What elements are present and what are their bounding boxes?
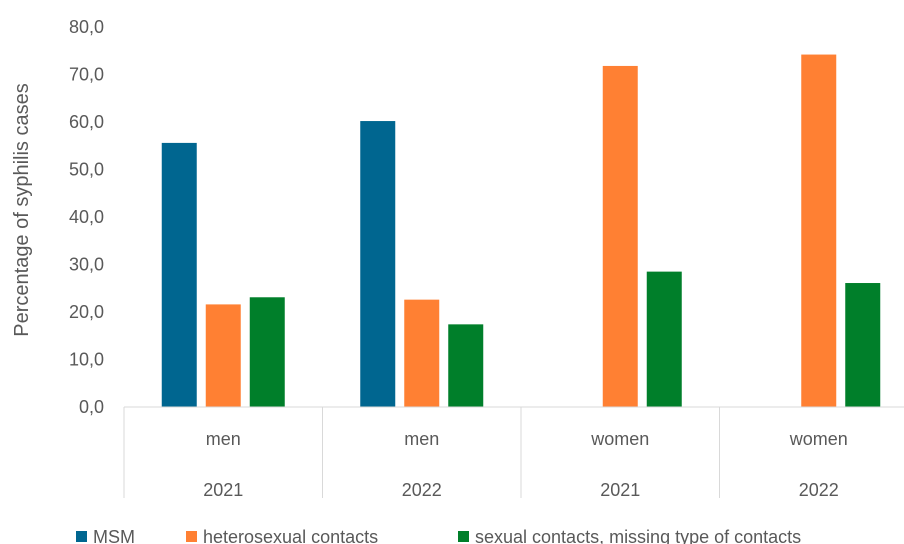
bar-heterosexual-contacts-men-2022 [404, 299, 440, 407]
y-tick-label: 10,0 [69, 350, 104, 370]
y-axis-ticks: 0,0 10,0 20,0 30,0 40,0 50,0 60,0 70,0 80,0 [69, 17, 104, 417]
bar-sexual-contacts-missing-type-of-contacts-women-2022 [845, 283, 881, 407]
y-tick-label: 70,0 [69, 65, 104, 85]
bars [161, 54, 881, 408]
legend-label-msm: MSM [93, 527, 135, 544]
bar-sexual-contacts-missing-type-of-contacts-men-2021 [249, 297, 285, 407]
x-axis: men 2021 men 2022 women 2021 women 2022 [123, 406, 904, 500]
y-tick-label: 50,0 [69, 160, 104, 180]
legend-swatch-msm [76, 531, 87, 542]
x-category-group-label: men [206, 429, 241, 449]
y-tick-label: 0,0 [79, 397, 104, 417]
bar-msm-men-2022 [360, 121, 396, 408]
bar-msm-men-2021 [161, 142, 197, 407]
legend: MSM heterosexual contacts sexual contacts,… [76, 527, 801, 544]
bar-sexual-contacts-missing-type-of-contacts-men-2022 [448, 324, 484, 407]
y-axis-title: Percentage of syphilis cases [11, 83, 33, 336]
x-category-year-label: 2022 [799, 480, 839, 500]
x-category-group-label: women [789, 429, 848, 449]
legend-swatch-heterosexual-contacts [186, 531, 197, 542]
y-tick-label: 80,0 [69, 17, 104, 37]
y-tick-label: 40,0 [69, 207, 104, 227]
y-tick-label: 60,0 [69, 112, 104, 132]
y-tick-label: 20,0 [69, 302, 104, 322]
x-category-year-label: 2021 [203, 480, 243, 500]
legend-label-heterosexual-contacts: heterosexual contacts [203, 527, 378, 544]
legend-label-sexual-contacts-missing-type-of-contacts: sexual contacts, missing type of contact… [475, 527, 801, 544]
x-category-year-label: 2022 [402, 480, 442, 500]
legend-swatch-sexual-contacts-missing-type-of-contacts [458, 531, 469, 542]
bar-heterosexual-contacts-men-2021 [205, 304, 241, 407]
y-tick-label: 30,0 [69, 255, 104, 275]
bar-heterosexual-contacts-women-2021 [602, 65, 638, 407]
x-category-group-label: women [590, 429, 649, 449]
x-category-year-label: 2021 [600, 480, 640, 500]
x-category-group-label: men [404, 429, 439, 449]
bar-sexual-contacts-missing-type-of-contacts-women-2021 [646, 271, 682, 407]
bar-heterosexual-contacts-women-2022 [801, 54, 837, 408]
